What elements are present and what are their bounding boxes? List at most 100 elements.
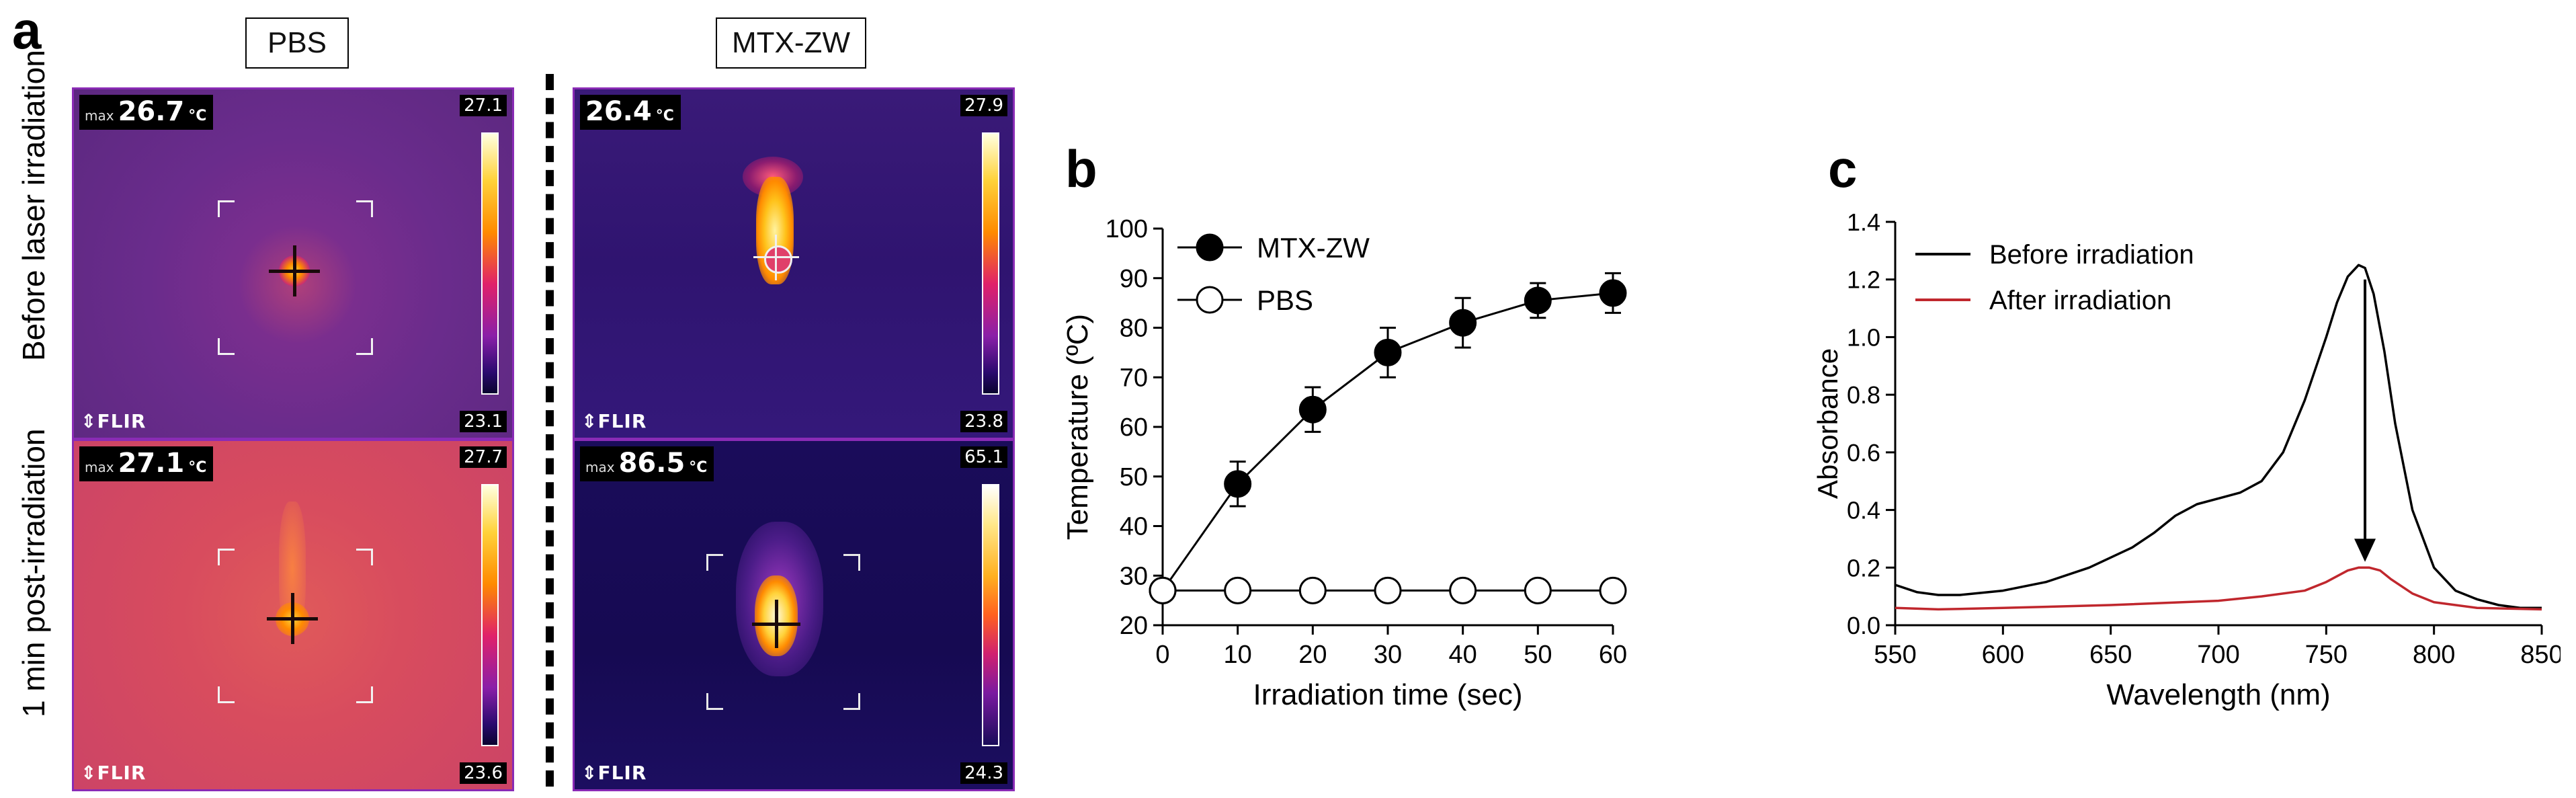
- bracket-br: [356, 686, 373, 703]
- data-point-1: [1224, 576, 1252, 604]
- panel-letter-c: c: [1828, 139, 1858, 198]
- color-scale-bar: [982, 132, 999, 395]
- thermal-image-mtx-before: 26.4 °C 27.9 23.8 ⇕FLIR: [573, 87, 1015, 440]
- legend-label: Before irradiation: [1989, 240, 2194, 270]
- scale-max-value: 27.1: [460, 95, 507, 116]
- spectrum-line-0: [1895, 264, 2542, 610]
- x-tick-label: 50: [1524, 641, 1552, 669]
- x-tick-label: 800: [2413, 641, 2455, 669]
- scale-max-value: 65.1: [960, 446, 1007, 468]
- thermal-image-pbs-after: max 27.1 °C 27.7 23.6 ⇕FLIR: [72, 439, 514, 791]
- bracket-bl: [218, 338, 235, 355]
- row-label-before: Before laser irradiation: [16, 50, 51, 361]
- crosshair-circle: [764, 245, 792, 274]
- y-tick-label: 1.2: [1847, 266, 1880, 294]
- data-point-1: [1149, 576, 1177, 604]
- y-tick-label: 20: [1120, 612, 1148, 640]
- legend-marker: [1196, 286, 1224, 314]
- scale-max-value: 27.9: [960, 95, 1007, 116]
- crosshair-vertical: [775, 600, 778, 648]
- data-point-0: [1224, 470, 1252, 498]
- data-point-1: [1449, 576, 1477, 604]
- color-scale-bar: [982, 484, 999, 746]
- crosshair-vertical: [293, 245, 296, 296]
- y-tick-label: 40: [1120, 513, 1148, 541]
- data-point-0: [1374, 338, 1402, 366]
- y-tick-label: 100: [1106, 215, 1148, 243]
- y-tick-label: 90: [1120, 265, 1148, 293]
- spectrum-line-1: [1895, 566, 2542, 611]
- thermal-background: [575, 89, 1013, 438]
- color-scale-bar: [481, 484, 499, 746]
- column-label-pbs: PBS: [245, 17, 349, 69]
- x-tick-label: 20: [1298, 641, 1327, 669]
- chart-absorbance: 0.0 0.2 0.4 0.6 0.8 1.0 1.2 1.4 550 600 650 700 750 8…: [1815, 208, 2561, 711]
- thermal-image-mtx-after: max 86.5 °C 65.1 24.3 ⇕FLIR: [573, 439, 1015, 791]
- panel-letter-a: a: [12, 1, 42, 60]
- bracket-bl: [706, 693, 723, 710]
- data-point-0: [1449, 309, 1477, 337]
- legend-marker: [1196, 233, 1224, 262]
- flir-logo: ⇕FLIR: [581, 762, 647, 784]
- bracket-tl: [218, 200, 235, 217]
- y-tick-label: 1.4: [1847, 208, 1880, 236]
- y-tick-label: 0.4: [1847, 497, 1880, 524]
- color-scale-bar: [481, 132, 499, 395]
- bracket-tl: [218, 549, 235, 565]
- flir-logo: ⇕FLIR: [581, 410, 647, 432]
- x-tick-label: 750: [2305, 641, 2348, 669]
- scale-max-value: 27.7: [460, 446, 507, 468]
- x-tick-label: 650: [2089, 641, 2132, 669]
- max-temperature-tag: max 27.1 °C: [79, 446, 214, 481]
- data-point-1: [1599, 576, 1627, 604]
- scale-min-value: 23.1: [460, 411, 507, 432]
- x-tick-label: 10: [1224, 641, 1252, 669]
- bracket-tl: [706, 554, 723, 571]
- y-tick-label: 0.8: [1847, 381, 1880, 409]
- x-tick-label: 550: [1874, 641, 1916, 669]
- bracket-bl: [218, 686, 235, 703]
- y-tick-label: 0.0: [1847, 612, 1880, 639]
- y-tick-label: 80: [1120, 315, 1148, 343]
- data-point-0: [1599, 279, 1627, 307]
- thermal-image-pbs-before: max 26.7 °C 27.1 23.1 ⇕FLIR: [72, 87, 514, 440]
- x-axis-label: Wavelength (nm): [2106, 678, 2330, 711]
- x-tick-label: 600: [1982, 641, 2024, 669]
- x-tick-label: 30: [1374, 641, 1402, 669]
- y-tick-label: 70: [1120, 364, 1148, 392]
- y-tick-label: 1.0: [1847, 323, 1880, 351]
- x-tick-label: 0: [1155, 641, 1169, 669]
- x-axis-label: Irradiation time (sec): [1253, 678, 1522, 711]
- bracket-br: [843, 693, 860, 710]
- legend-label: PBS: [1257, 284, 1313, 316]
- y-axis-label: Absorbance: [1815, 348, 1843, 499]
- data-point-1: [1524, 576, 1552, 604]
- y-tick-label: 0.6: [1847, 439, 1880, 467]
- legend-label: MTX-ZW: [1257, 232, 1370, 264]
- flir-logo: ⇕FLIR: [81, 762, 147, 784]
- arrow-head: [2354, 538, 2376, 562]
- bracket-tr: [843, 554, 860, 571]
- column-label-mtx-zw: MTX-ZW: [716, 17, 866, 69]
- max-temperature-tag: max 26.7 °C: [79, 95, 214, 130]
- y-tick-label: 50: [1120, 463, 1148, 491]
- data-point-1: [1374, 576, 1402, 604]
- max-temperature-tag: max 86.5 °C: [580, 446, 714, 481]
- crosshair-vertical: [291, 593, 294, 644]
- row-label-after: 1 min post-irradiation: [16, 428, 51, 717]
- x-tick-label: 60: [1599, 641, 1627, 669]
- y-tick-label: 0.2: [1847, 554, 1880, 582]
- data-point-0: [1524, 286, 1552, 315]
- x-tick-label: 40: [1449, 641, 1477, 669]
- bracket-tr: [356, 200, 373, 217]
- data-point-0: [1298, 395, 1327, 424]
- legend-label: After irradiation: [1989, 286, 2171, 315]
- bracket-tr: [356, 549, 373, 565]
- flir-logo: ⇕FLIR: [81, 410, 147, 432]
- y-tick-label: 30: [1120, 562, 1148, 590]
- panel-divider: [546, 74, 554, 787]
- scale-min-value: 23.6: [460, 762, 507, 784]
- scale-min-value: 23.8: [960, 411, 1007, 432]
- x-tick-label: 850: [2520, 641, 2561, 669]
- panel-letter-b: b: [1065, 139, 1097, 198]
